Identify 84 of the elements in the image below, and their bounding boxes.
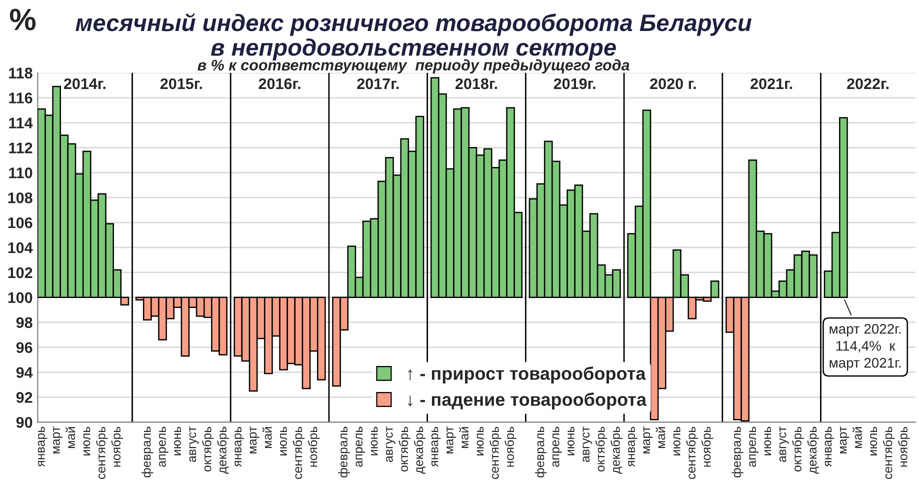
x-tick-label: январь [234,426,244,467]
x-tick-label: июнь [764,426,772,456]
x-tick-label: февраль [732,426,744,478]
y-tick-label: 116 [9,92,32,104]
chart-subtitle: в % к соответствующему периоду предыдущего года [198,59,630,74]
x-tick-label: декабрь [217,426,229,474]
chart-title: месячный индекс розничного товарооборота Беларуси в непродовольственном секторе [76,13,752,60]
x-tick-label: ноябрь [701,426,714,467]
annotation: 2021г. [750,78,792,90]
y-tick-label: 118 [9,68,32,78]
x-tick-label: ноябрь [308,426,320,467]
x-tick-label: февраль [142,426,154,478]
y-tick-label: 106 [8,217,32,228]
y-tick-label: 114 [9,118,33,128]
x-tick-label: май [66,427,76,448]
x-tick-label: сентябрь [292,426,305,479]
y-tick-label: 92 [16,392,32,403]
x-tick-label: август [582,426,592,462]
x-tick-label: март [446,426,456,454]
x-tick-label: май [262,427,272,448]
y-tick-label: 102 [8,267,32,278]
x-tick-label: март [250,426,260,454]
y-tick-label: 108 [8,192,32,204]
annotation: 2016г. [258,78,300,90]
x-tick-label: июль [870,426,878,456]
x-tick-label: февраль [534,426,547,478]
y-tick-label: 98 [16,317,32,328]
x-tick-label: сентябрь [686,426,698,479]
x-tick-label: август [189,426,199,462]
x-tick-label: июнь [568,426,574,456]
x-tick-label: май [459,427,469,448]
y-tick-label: 100 [8,292,32,304]
x-tick-label: март [840,426,850,454]
x-tick-label: октябрь [792,426,804,472]
legend-label: ↑ - прирост товарооборота [408,366,646,384]
y-tick-label: 104 [8,242,33,254]
annotation: 2020 г. [650,78,696,90]
legend-label: ↓ - падение товарооборота [408,392,647,410]
x-tick-label: март [53,426,62,454]
y-tick-label: 112 [9,142,32,154]
x-tick-label: апрель [159,426,168,467]
x-tick-label: июль [83,426,90,456]
x-tick-label: январь [431,426,441,467]
x-tick-label: июль [476,426,484,456]
x-tick-label: июнь [174,426,182,456]
x-tick-label: май [852,427,862,448]
annotation: 2014г. [64,78,106,90]
x-tick-label: январь [824,426,834,467]
x-tick-label: апрель [749,426,758,467]
x-tick-label: декабрь [414,426,426,474]
x-tick-label: декабрь [807,426,820,474]
x-tick-label: январь [38,426,48,467]
x-tick-label: июль [674,426,680,456]
x-tick-label: апрель [552,426,562,467]
annotation: 2019г. [554,78,596,90]
x-tick-label: октябрь [202,426,214,472]
x-tick-label: сентябрь [882,426,895,479]
x-tick-label: сентябрь [490,426,502,479]
x-tick-label: август [779,426,789,462]
annotation: 2015г. [160,78,202,90]
x-tick-label: ноябрь [504,426,516,467]
y-tick-label: 96 [16,342,32,353]
x-tick-label: август [386,426,396,462]
annotation: 2017г. [357,78,399,90]
annotation: 2022г. [847,78,889,90]
annotation: март 2022г. 114,4% к март 2021г. [830,324,901,370]
x-tick-label: октябрь [398,426,411,472]
x-tick-label: февраль [338,426,350,478]
y-tick-label: 90 [16,417,32,428]
x-tick-label: март [643,426,653,454]
annotation: 2018г. [456,78,497,90]
x-tick-label: сентябрь [96,426,108,479]
x-tick-label: май [656,427,666,448]
x-tick-label: январь [628,426,638,467]
y-axis-title: % [10,8,36,30]
x-tick-label: декабрь [610,426,622,474]
x-tick-label: ноябрь [111,426,123,467]
x-tick-label: апрель [356,426,366,467]
x-tick-label: ноябрь [898,426,910,467]
y-tick-label: 110 [9,167,32,178]
x-tick-label: июль [280,426,287,456]
x-tick-label: июнь [370,426,378,456]
y-tick-label: 94 [16,367,33,378]
x-tick-label: октябрь [595,426,608,472]
